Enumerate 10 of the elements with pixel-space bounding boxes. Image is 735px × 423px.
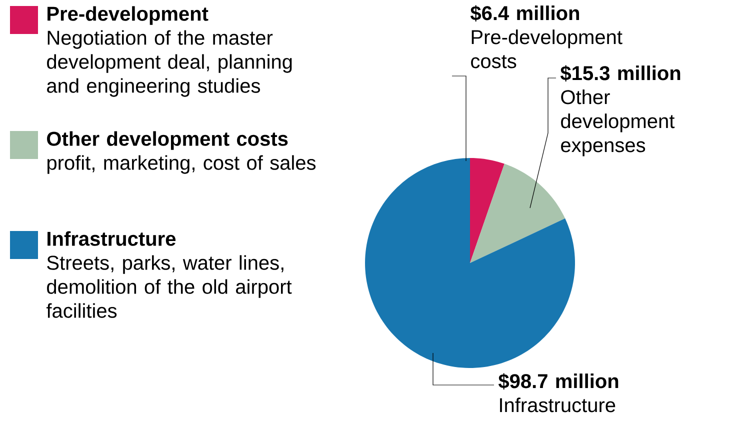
- legend-label: Pre-development: [48, 6, 208, 25]
- text: Streets, parks, water lines, demolition of the old airport facilities: [46, 255, 292, 318]
- data-label: $6.4 million: [470, 5, 580, 22]
- text: Negotiation of the master development deal, planning and engineering studies: [47, 30, 292, 97]
- data-label: $98.7 million: [498, 373, 618, 390]
- text: profit, marketing, cost of sales: [47, 155, 316, 174]
- text: Infrastructure: [500, 398, 616, 412]
- legend-label: Infrastructure: [48, 231, 176, 246]
- text: Other development expenses: [561, 90, 675, 156]
- legend-label: Other development costs: [47, 131, 288, 150]
